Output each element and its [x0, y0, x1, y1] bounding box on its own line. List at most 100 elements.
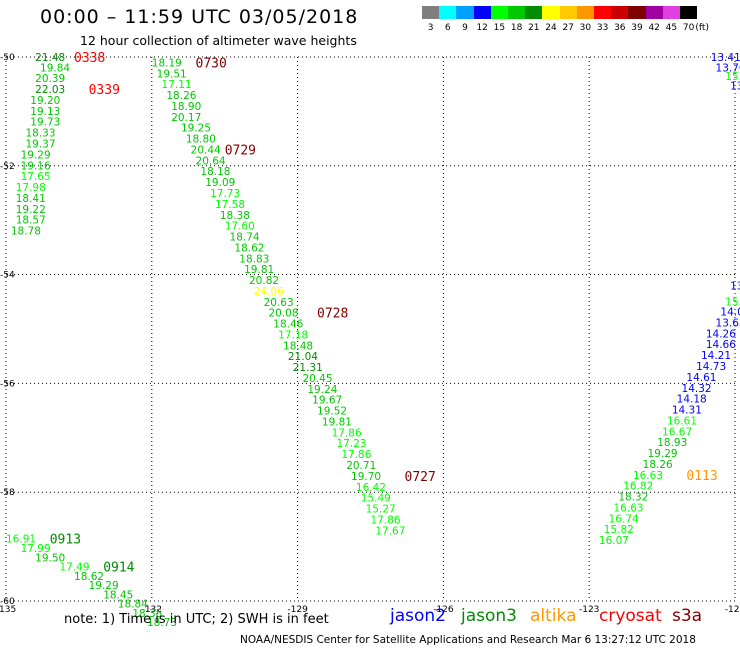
swh-value: 16.67 — [662, 426, 692, 438]
legend-label: 12 — [476, 23, 488, 33]
legend-label: 15 — [493, 23, 506, 33]
satellite-jason2: jason2 — [390, 606, 446, 626]
swh-value: 19.13 — [30, 106, 60, 118]
swh-value: 16.07 — [599, 535, 629, 547]
swh-value: 18.26 — [166, 90, 196, 102]
swh-value: 19.22 — [16, 204, 46, 216]
swh-value: 20.82 — [249, 275, 279, 287]
swh-value: 18.32 — [618, 492, 648, 504]
satellite-s3a: s3a — [672, 606, 703, 626]
swh-value: 18.83 — [239, 253, 269, 265]
swh-value: 18.19 — [152, 57, 182, 69]
swh-value: 20.17 — [171, 112, 201, 124]
swh-value: 18.45 — [103, 589, 133, 601]
swh-value: 17.99 — [21, 543, 51, 555]
time-label: 0914 — [103, 561, 134, 576]
track-central: 18.1919.5117.1118.2618.9020.1719.2518.80… — [152, 56, 436, 537]
lon-tick-label: -129 — [287, 605, 308, 615]
legend-label: 9 — [462, 23, 468, 33]
swh-value: 19.29 — [89, 580, 119, 592]
swh-value: 18.46 — [273, 319, 303, 331]
swh-value: 19.37 — [25, 138, 55, 150]
swh-value: 20.71 — [346, 460, 376, 472]
swh-value: 18.26 — [643, 459, 673, 471]
legend-label: 21 — [528, 23, 540, 33]
legend-swatch — [490, 6, 508, 19]
swh-value: 15.24 — [725, 71, 740, 83]
legend-swatch — [628, 6, 646, 19]
swh-value: 20.63 — [264, 297, 294, 309]
swh-value: 18.41 — [16, 193, 46, 205]
legend-label: 36 — [614, 23, 626, 33]
swh-value: 16.91 — [6, 533, 36, 545]
swh-value: 17.86 — [371, 514, 401, 526]
lon-tick-label: -132 — [142, 605, 162, 615]
swh-value: 17.18 — [278, 329, 308, 341]
swh-value: 19.52 — [317, 406, 347, 418]
legend-swatch — [542, 6, 560, 19]
swh-value: 18.80 — [186, 134, 216, 146]
legend-swatch — [473, 6, 491, 19]
swh-value: 21.31 — [293, 362, 323, 374]
time-label: 0338 — [74, 51, 105, 66]
swh-value: 19.84 — [40, 62, 70, 74]
swh-value: 15.27 — [366, 504, 396, 516]
legend-swatch — [439, 6, 457, 19]
swh-value: 14.31 — [672, 405, 702, 417]
legend-swatch — [456, 6, 474, 19]
legend-swatch — [508, 6, 526, 19]
footer-note: note: 1) Time is in UTC; 2) SWH is in fe… — [64, 612, 329, 627]
lon-tick-label: -120 — [725, 605, 740, 615]
time-label: 0913 — [50, 532, 81, 547]
swh-value: 15.82 — [604, 524, 634, 536]
legend-swatch — [645, 6, 663, 19]
swh-value: 19.81 — [244, 264, 274, 276]
lat-tick-label: -56 — [0, 379, 15, 389]
time-label: 0730 — [196, 56, 227, 71]
swh-value: 18.62 — [234, 242, 264, 254]
swh-value: 16.61 — [667, 415, 697, 427]
legend-swatch — [422, 6, 440, 19]
swh-value: 18.38 — [220, 210, 250, 222]
swh-value: 14.32 — [682, 383, 712, 395]
lat-tick-label: -50 — [0, 53, 15, 63]
legend-swatch — [525, 6, 543, 19]
swh-value: 14.21 — [701, 350, 731, 362]
legend-swatch — [611, 6, 629, 19]
legend-label: 18 — [510, 23, 523, 33]
legend-label: 70 — [682, 23, 695, 33]
legend-swatch — [594, 6, 612, 19]
swh-value: 13.88 — [730, 80, 740, 92]
altimeter-tracks: 21.4819.8420.3922.0319.2019.1319.7318.33… — [6, 51, 740, 629]
legend-swatch — [662, 6, 680, 19]
swh-value: 19.81 — [322, 416, 352, 428]
swh-value: 18.48 — [283, 340, 313, 352]
swh-value: 14.18 — [677, 394, 707, 406]
time-label: 0728 — [317, 307, 348, 322]
map-subtitle: 12 hour collection of altimeter wave hei… — [80, 33, 357, 48]
time-label: 0113 — [686, 469, 717, 484]
swh-value: 20.64 — [196, 155, 226, 167]
swh-value: 17.98 — [16, 182, 46, 194]
legend-label: 30 — [579, 23, 592, 33]
swh-value: 18.84 — [118, 599, 148, 611]
swh-value: 17.73 — [210, 188, 240, 200]
swh-value: 18.78 — [11, 226, 41, 238]
satellite-cryosat: cryosat — [599, 606, 662, 626]
axis-tick-labels: -135 -132 -129 -126 -123 -120 -50 -52 -54 -56 -58 -… — [0, 53, 740, 615]
swh-value: 24.06 — [254, 286, 284, 298]
swh-value: 16.63 — [633, 470, 663, 482]
swh-value: 19.20 — [30, 95, 60, 107]
legend-swatch — [680, 6, 698, 19]
swh-value: 14.26 — [706, 328, 736, 340]
legend-label: 3 — [427, 23, 434, 33]
swh-value: 15.62 — [725, 296, 740, 308]
swh-value: 17.65 — [21, 171, 51, 183]
legend-label: 39 — [631, 23, 643, 33]
lat-tick-label: -54 — [0, 271, 15, 281]
swh-value: 18.57 — [16, 215, 46, 227]
swh-value: 20.44 — [191, 144, 221, 156]
swh-value: 18.90 — [171, 101, 201, 113]
swh-value: 17.58 — [215, 199, 245, 211]
